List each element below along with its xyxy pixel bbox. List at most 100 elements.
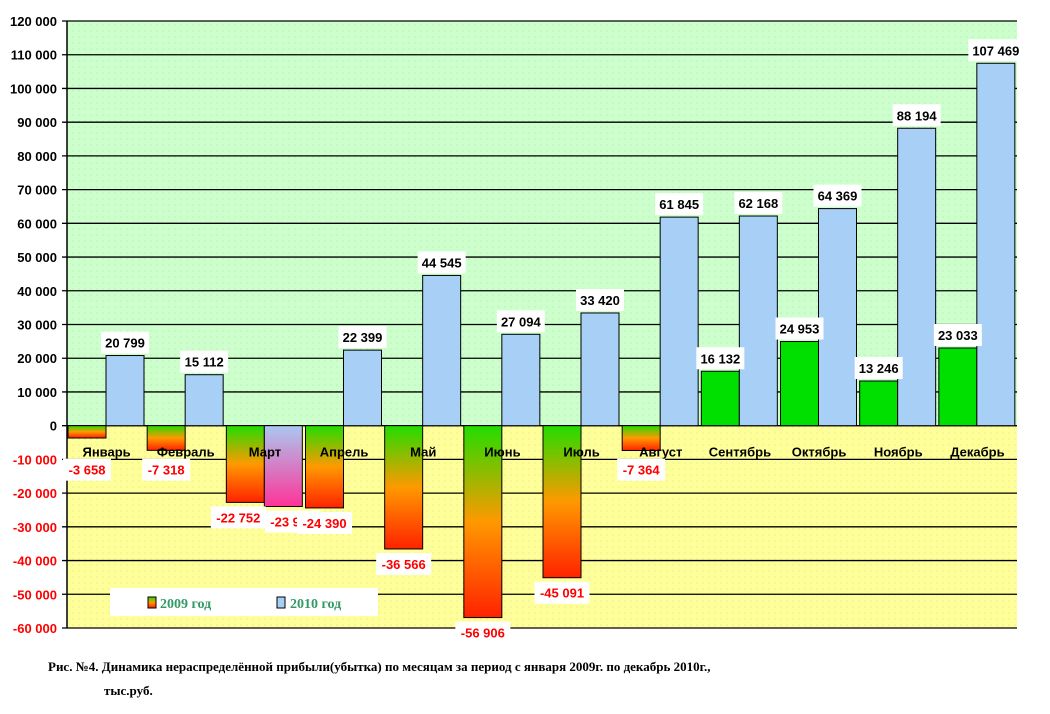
bar-2010	[738, 215, 778, 427]
data-label: 61 845	[659, 197, 699, 212]
data-label-bg	[142, 458, 191, 481]
bar-2010	[501, 333, 541, 427]
data-label: 20 799	[105, 336, 145, 351]
data-label-bg	[417, 251, 466, 274]
bar-2009	[859, 380, 899, 427]
data-label-bg	[892, 104, 941, 127]
x-tick-label: Январь	[82, 445, 130, 460]
figure-caption: Рис. №4. Динамика нераспределённой прибы…	[48, 655, 711, 703]
y-tick-label: 50 000	[17, 250, 57, 265]
bar-2010	[343, 349, 382, 427]
legend-label-2010: 2010 год	[290, 597, 341, 612]
x-tick-label: Июль	[563, 445, 599, 460]
y-tick-label: 0	[50, 419, 57, 434]
data-label-bg	[576, 288, 624, 311]
y-tick-label: 90 000	[17, 115, 57, 130]
y-tick-label: -40 000	[13, 554, 57, 569]
y-tick-label: 100 000	[10, 81, 57, 96]
bar-2009	[463, 425, 503, 619]
data-label: -7 364	[623, 463, 661, 478]
data-label-bg	[734, 192, 783, 215]
data-label: 16 132	[700, 351, 740, 366]
bar-2009	[225, 425, 265, 503]
y-tick-label: 70 000	[17, 183, 57, 198]
legend-swatch-2010	[276, 596, 286, 609]
x-tick-label: Май	[410, 445, 436, 460]
data-label: -24 390	[302, 516, 346, 531]
data-label: -22 752	[216, 510, 260, 525]
bar-2009	[621, 425, 661, 451]
bar-2009	[67, 425, 107, 439]
data-label-bg	[297, 511, 352, 534]
data-label-bg	[338, 326, 387, 349]
data-label-bg	[617, 458, 666, 481]
y-tick-label: 20 000	[17, 351, 57, 366]
bar-2010	[263, 425, 303, 508]
legend-label-2009: 2009 год	[160, 597, 211, 612]
data-label-bg	[775, 317, 824, 340]
data-label-bg	[813, 184, 862, 207]
legend-swatch-2009	[147, 596, 157, 609]
x-tick-label: Февраль	[157, 445, 215, 460]
x-tick-label: Ноябрь	[874, 445, 923, 460]
data-label: 27 094	[501, 314, 542, 329]
x-tick-label: Апрель	[320, 445, 369, 460]
data-label: 24 953	[780, 322, 820, 337]
data-label-bg	[534, 581, 590, 604]
y-tick-label: 40 000	[17, 284, 57, 299]
bar-2010	[184, 374, 224, 427]
data-label: 15 112	[185, 355, 224, 370]
y-tick-label: -20 000	[13, 486, 57, 501]
data-label-bg	[696, 347, 745, 370]
data-label-bg	[63, 458, 111, 481]
bar-chart: 120 000 110 000 100 000 90 000 80 000 70 000 6…	[10, 14, 1024, 644]
bar-2009	[146, 425, 186, 451]
bar-2010	[580, 312, 620, 427]
caption-line-1: Рис. №4. Динамика нераспределённой прибы…	[48, 659, 711, 674]
y-tick-label: 120 000	[10, 14, 57, 29]
data-label-bg	[376, 552, 432, 575]
data-label-bg	[496, 310, 545, 333]
data-label: 13 246	[859, 361, 899, 376]
data-label: 64 369	[818, 189, 858, 204]
bar-2010	[897, 127, 937, 427]
data-label-bg	[933, 323, 982, 346]
bar-2010	[422, 274, 462, 427]
data-label: -7 318	[148, 463, 185, 478]
x-tick-label: Декабрь	[950, 445, 1004, 460]
data-label-bg	[210, 506, 266, 529]
data-label: 22 399	[343, 330, 383, 345]
data-label-bg	[968, 39, 1024, 62]
y-tick-label: 30 000	[17, 318, 57, 333]
bar-2009	[542, 425, 582, 579]
data-label: -3 658	[69, 463, 106, 478]
y-tick-label: -10 000	[13, 452, 57, 467]
data-label: 88 194	[897, 108, 938, 123]
data-label: -45 091	[540, 586, 584, 601]
bar-2009	[305, 425, 344, 509]
data-label-bg	[180, 350, 229, 373]
bar-2009	[780, 341, 819, 427]
x-tick-label: Июнь	[484, 445, 520, 460]
y-tick-label: 10 000	[17, 385, 57, 400]
y-tick-label: 60 000	[17, 216, 57, 231]
x-tick-label: Сентябрь	[709, 445, 771, 460]
x-tick-label: Август	[639, 445, 682, 460]
data-label-bg	[101, 331, 149, 354]
bar-2010	[976, 62, 1016, 427]
bar-2010	[105, 355, 145, 427]
data-label-bg	[854, 356, 903, 379]
bar-2010	[659, 216, 699, 427]
data-label: -36 566	[382, 557, 426, 572]
x-tick-label: Октябрь	[792, 445, 847, 460]
data-label-bg	[655, 193, 704, 216]
bar-2010	[818, 208, 857, 427]
data-label: 107 469	[972, 43, 1019, 58]
y-tick-label: -60 000	[13, 621, 57, 636]
data-label-bg	[455, 621, 511, 644]
y-tick-label: -30 000	[13, 520, 57, 535]
bar-2009	[384, 425, 424, 550]
y-tick-label: -50 000	[13, 587, 57, 602]
data-label: 44 545	[422, 255, 462, 270]
